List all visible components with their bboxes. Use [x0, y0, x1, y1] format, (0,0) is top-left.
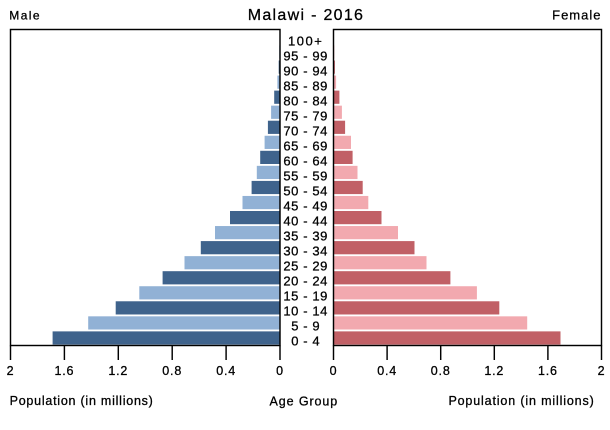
svg-text:0.8: 0.8 [431, 364, 451, 378]
svg-text:Malawi - 2016: Malawi - 2016 [248, 7, 365, 24]
svg-text:1.6: 1.6 [55, 364, 75, 378]
svg-text:65 - 69: 65 - 69 [283, 138, 328, 153]
svg-text:40 - 44: 40 - 44 [283, 213, 328, 228]
svg-text:15 - 19: 15 - 19 [283, 289, 328, 304]
svg-text:80 - 84: 80 - 84 [283, 93, 328, 108]
svg-text:Age Group: Age Group [270, 394, 339, 408]
svg-text:Male: Male [9, 9, 41, 23]
svg-text:1.2: 1.2 [108, 364, 128, 378]
svg-text:85 - 89: 85 - 89 [283, 78, 328, 93]
svg-text:2: 2 [7, 364, 15, 378]
svg-text:20 - 24: 20 - 24 [283, 274, 328, 289]
svg-text:30 - 34: 30 - 34 [283, 244, 328, 259]
svg-text:25 - 29: 25 - 29 [283, 259, 328, 274]
svg-text:Population (in millions): Population (in millions) [448, 394, 594, 408]
svg-text:10 - 14: 10 - 14 [283, 304, 328, 319]
svg-text:100+: 100+ [288, 33, 323, 48]
svg-text:0.8: 0.8 [162, 364, 182, 378]
svg-text:70 - 74: 70 - 74 [283, 123, 328, 138]
svg-text:60 - 64: 60 - 64 [283, 153, 328, 168]
svg-text:95 - 99: 95 - 99 [283, 48, 328, 63]
svg-text:Population (in millions): Population (in millions) [10, 394, 154, 408]
svg-text:1.2: 1.2 [484, 364, 504, 378]
svg-text:0.4: 0.4 [377, 364, 397, 378]
svg-text:50 - 54: 50 - 54 [283, 183, 328, 198]
svg-text:2: 2 [598, 364, 606, 378]
svg-text:0: 0 [330, 364, 338, 378]
svg-text:90 - 94: 90 - 94 [283, 63, 328, 78]
svg-text:0.4: 0.4 [216, 364, 236, 378]
svg-text:75 - 79: 75 - 79 [283, 108, 328, 123]
svg-text:55 - 59: 55 - 59 [283, 168, 328, 183]
svg-text:0: 0 [276, 364, 284, 378]
svg-text:Female: Female [552, 8, 601, 23]
svg-text:5 - 9: 5 - 9 [291, 319, 320, 334]
svg-text:1.6: 1.6 [538, 364, 558, 378]
svg-text:45 - 49: 45 - 49 [283, 198, 328, 213]
svg-text:35 - 39: 35 - 39 [283, 229, 328, 244]
svg-text:0 - 4: 0 - 4 [291, 334, 320, 349]
